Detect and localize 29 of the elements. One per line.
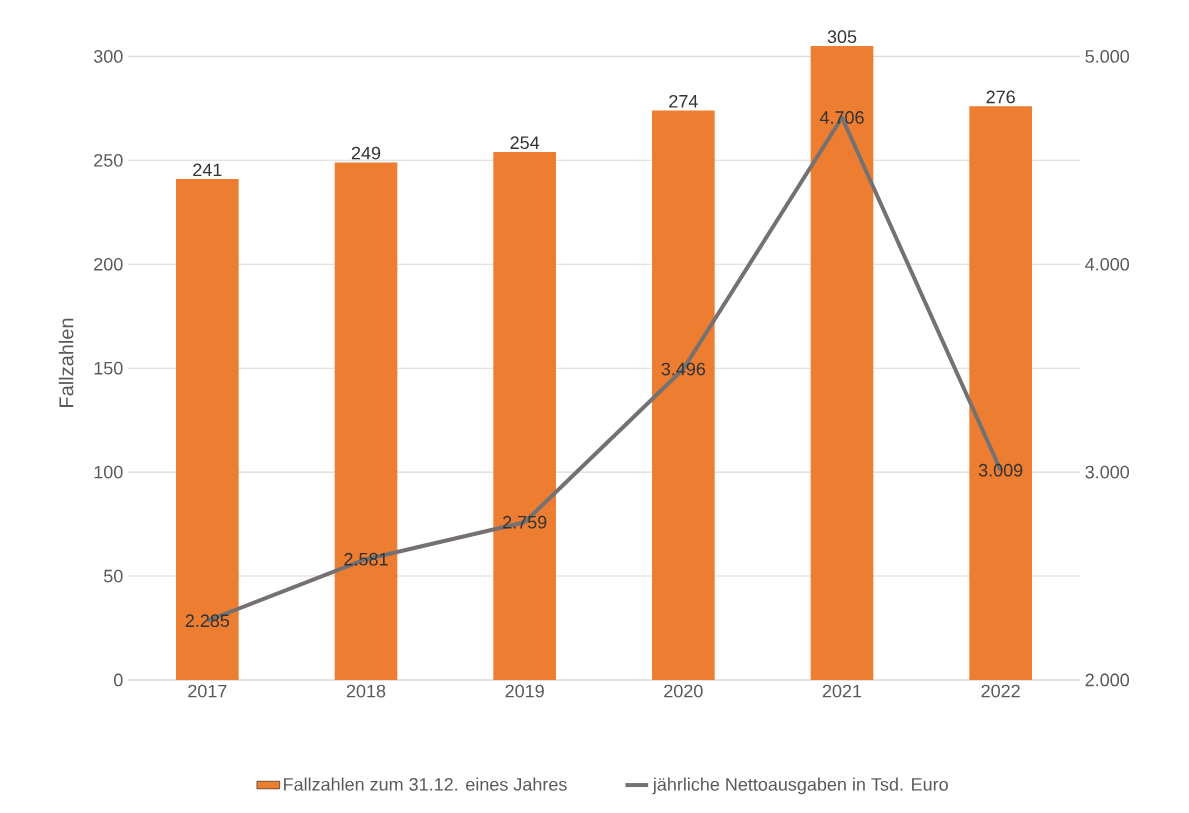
data-label: 249 bbox=[351, 146, 381, 160]
data-label: 305 bbox=[827, 30, 857, 44]
y-tick-label: 100 bbox=[94, 465, 123, 479]
y-tick-label: 250 bbox=[94, 153, 123, 167]
data-label: 276 bbox=[986, 90, 1015, 104]
y-tick-label: 0 bbox=[114, 673, 123, 687]
legend-label: Fallzahlen zum 31.12. eines Jahres bbox=[284, 777, 567, 791]
x-tick-label: 2018 bbox=[346, 684, 386, 698]
y-tick-label: 200 bbox=[94, 257, 123, 271]
x-tick-label: 2022 bbox=[981, 684, 1020, 698]
data-label: 254 bbox=[510, 136, 540, 150]
data-label: 2.285 bbox=[185, 614, 230, 628]
y2-tick-label: 2.000 bbox=[1085, 673, 1130, 687]
data-label: 241 bbox=[193, 163, 222, 177]
data-label: 3.009 bbox=[978, 463, 1023, 477]
y-tick-label: 50 bbox=[103, 569, 123, 583]
data-label: 4.706 bbox=[819, 111, 864, 124]
legend-label: jährliche Nettoausgaben in Tsd. Euro bbox=[652, 777, 948, 795]
y2-tick-label: 5.000 bbox=[1085, 50, 1130, 63]
y-tick-label: 150 bbox=[94, 361, 123, 375]
data-label: 274 bbox=[669, 94, 698, 108]
y-axis-title: Fallzahlen bbox=[58, 318, 74, 407]
y-tick-label: 300 bbox=[93, 50, 123, 63]
y2-tick-label: 4.000 bbox=[1085, 257, 1130, 271]
y2-tick-label: 3.000 bbox=[1085, 465, 1130, 479]
x-tick-label: 2019 bbox=[505, 684, 544, 698]
x-tick-label: 2017 bbox=[188, 684, 227, 698]
x-tick-label: 2021 bbox=[822, 684, 862, 698]
x-tick-label: 2020 bbox=[664, 684, 703, 698]
